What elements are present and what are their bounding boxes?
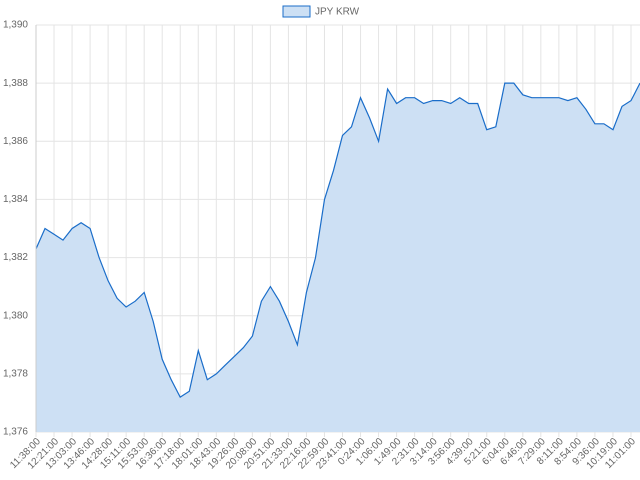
line: [35, 82, 640, 398]
y-tick-label: 1,384: [3, 194, 28, 205]
y-tick-label: 1,376: [3, 427, 28, 438]
y-tick-label: 1,380: [3, 310, 28, 321]
y-tick-label: 1,386: [3, 136, 28, 147]
y-tick-label: 1,378: [3, 368, 28, 379]
y-tick-label: 1,390: [3, 20, 28, 31]
y-tick-label: 1,388: [3, 78, 28, 89]
legend-swatch: [282, 5, 311, 18]
area: [36, 83, 640, 432]
legend-label: JPY KRW: [315, 7, 360, 18]
y-tick-label: 1,382: [3, 252, 28, 263]
